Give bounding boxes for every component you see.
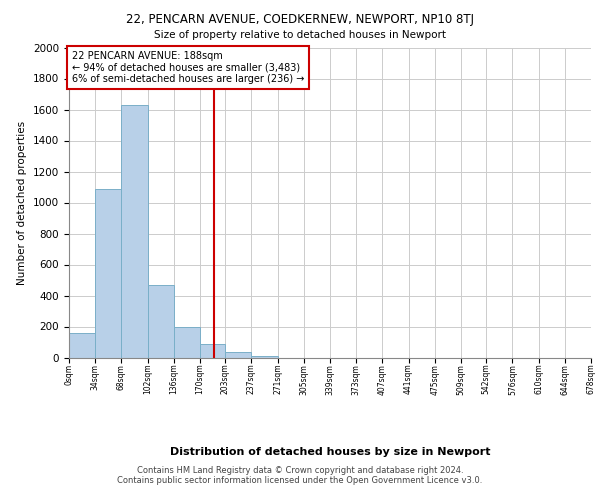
Bar (121, 105, 148, 358)
Y-axis label: Number of detached properties: Number of detached properties (17, 120, 28, 284)
Bar (148, 284, 174, 358)
Text: 22, PENCARN AVENUE, COEDKERNEW, NEWPORT, NP10 8TJ: 22, PENCARN AVENUE, COEDKERNEW, NEWPORT,… (126, 12, 474, 26)
Bar (95, 188, 121, 358)
Bar (174, 326, 200, 358)
Bar (225, 352, 251, 358)
Bar (69, 332, 95, 357)
Bar (251, 356, 278, 358)
Text: Size of property relative to detached houses in Newport: Size of property relative to detached ho… (154, 30, 446, 40)
Text: Contains HM Land Registry data © Crown copyright and database right 2024.
Contai: Contains HM Land Registry data © Crown c… (118, 466, 482, 485)
X-axis label: Distribution of detached houses by size in Newport: Distribution of detached houses by size … (170, 448, 490, 458)
Bar (200, 344, 225, 358)
Text: 22 PENCARN AVENUE: 188sqm
← 94% of detached houses are smaller (3,483)
6% of sem: 22 PENCARN AVENUE: 188sqm ← 94% of detac… (72, 50, 304, 84)
